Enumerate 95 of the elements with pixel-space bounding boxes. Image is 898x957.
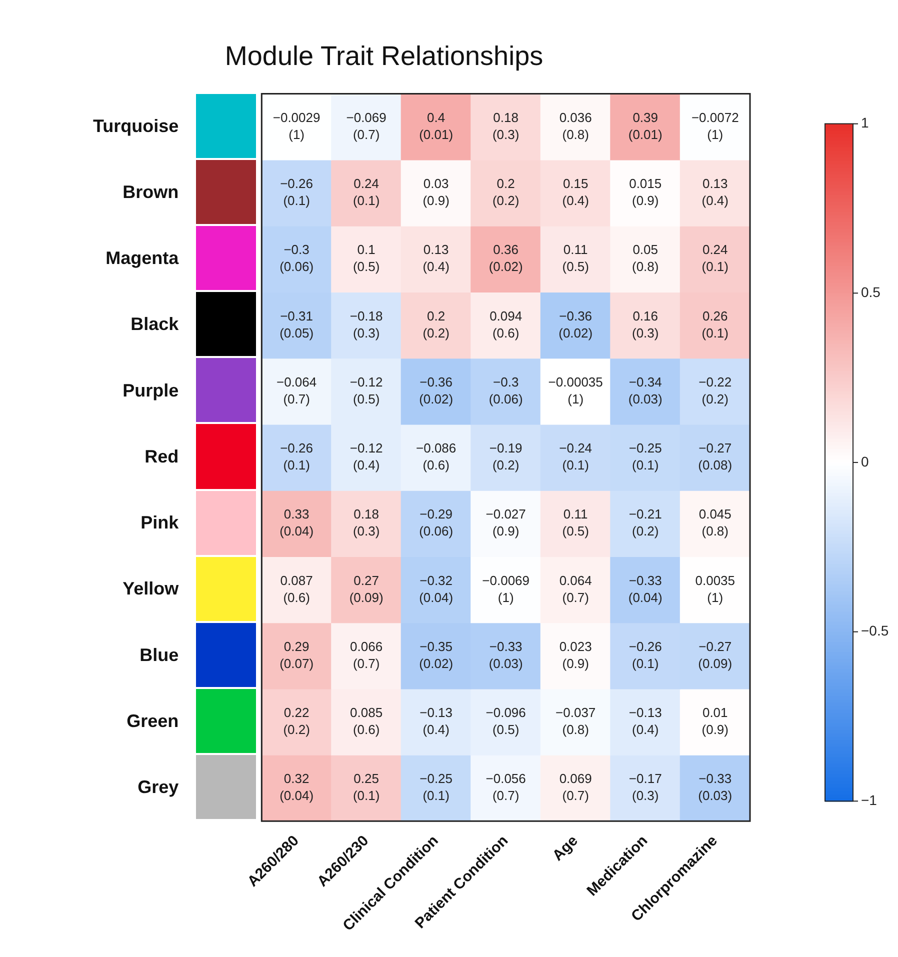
- data-label: 0.03 (0.9): [422, 176, 450, 208]
- data-label: −0.0069 (1): [482, 572, 530, 605]
- data-label: −0.36 (0.02): [558, 308, 593, 340]
- data-label: −0.19 (0.2): [489, 440, 522, 473]
- y-tick-label: Red: [144, 446, 179, 466]
- data-label: −0.25 (0.1): [628, 440, 662, 473]
- data-label: 0.27 (0.09): [349, 572, 384, 605]
- data-label: −0.34 (0.03): [628, 374, 662, 406]
- data-label: −0.096 (0.5): [486, 705, 526, 738]
- data-label: −0.26 (0.1): [280, 176, 313, 208]
- data-label: 0.13 (0.4): [422, 242, 450, 274]
- data-label: −0.13 (0.4): [420, 705, 453, 738]
- x-tick-label: Age: [549, 832, 582, 864]
- data-label: −0.36 (0.02): [419, 374, 454, 406]
- data-label: 0.015 (0.9): [629, 176, 662, 208]
- data-label: −0.0029 (1): [272, 110, 320, 142]
- data-label: −0.26 (0.1): [628, 638, 662, 671]
- data-label: −0.27 (0.08): [698, 440, 732, 473]
- y-tick-label: Purple: [122, 380, 179, 400]
- data-label: 0.023 (0.9): [559, 638, 592, 671]
- data-label: −0.12 (0.4): [350, 440, 383, 473]
- data-label: −0.33 (0.03): [698, 771, 732, 804]
- data-label: 0.18 (0.3): [352, 506, 380, 539]
- data-label: −0.25 (0.1): [420, 771, 453, 804]
- data-label: −0.13 (0.4): [628, 705, 662, 738]
- data-label: 0.094 (0.6): [490, 308, 522, 340]
- data-label: 0.036 (0.8): [559, 110, 592, 142]
- color-bar-label: −1: [861, 792, 878, 808]
- color-bar-label: −0.5: [861, 622, 889, 639]
- data-label: 0.18 (0.3): [492, 110, 520, 142]
- data-label: −0.037 (0.8): [556, 705, 596, 738]
- y-tick-label: Magenta: [106, 248, 180, 268]
- data-label: 0.085 (0.6): [350, 705, 383, 738]
- data-label: −0.24 (0.1): [559, 440, 592, 473]
- data-label: −0.21 (0.2): [628, 506, 662, 539]
- y-tick-label: Grey: [138, 777, 179, 798]
- data-label: −0.33 (0.04): [628, 572, 662, 605]
- y-tick-label: Turquoise: [92, 116, 179, 136]
- data-label: −0.32 (0.04): [419, 572, 454, 605]
- data-label: 0.13 (0.4): [702, 176, 728, 208]
- y-tick-label: Brown: [122, 182, 179, 202]
- data-label: 0.01 (0.9): [702, 705, 728, 738]
- data-label: 0.25 (0.1): [352, 771, 380, 804]
- data-label: 0.087 (0.6): [280, 572, 313, 605]
- data-label: −0.18 (0.3): [350, 308, 383, 340]
- data-label: 0.2 (0.2): [422, 308, 450, 340]
- chart-title: Module Trait Relationships: [224, 41, 544, 72]
- data-label: 0.11 (0.5): [562, 242, 589, 274]
- data-label: −0.3 (0.06): [488, 374, 523, 406]
- data-label: 0.24 (0.1): [702, 242, 728, 274]
- color-bar-label: 0.5: [861, 284, 881, 300]
- data-label: 0.05 (0.8): [632, 242, 659, 274]
- data-label: 0.24 (0.1): [352, 176, 380, 208]
- data-label: −0.17 (0.3): [628, 771, 662, 804]
- data-label: 0.15 (0.4): [562, 176, 589, 208]
- y-tick-label: Blue: [140, 644, 179, 665]
- data-label: 0.29 (0.07): [280, 638, 314, 671]
- color-bar-label: 0: [861, 453, 869, 470]
- data-label: 0.33 (0.04): [280, 506, 314, 539]
- data-label: −0.00035 (1): [548, 374, 603, 406]
- y-tick-label: Black: [130, 314, 180, 334]
- data-label: 0.045 (0.8): [698, 506, 732, 539]
- data-label: 0.26 (0.1): [702, 308, 728, 340]
- data-label: 0.0035 (1): [695, 572, 735, 605]
- data-label: −0.086 (0.6): [416, 440, 456, 473]
- color-bar-label: 1: [861, 114, 869, 131]
- data-label: −0.27 (0.09): [698, 638, 732, 671]
- data-label: 0.39 (0.01): [628, 110, 662, 142]
- data-label: −0.22 (0.2): [698, 374, 732, 406]
- y-tick-label: Green: [126, 710, 179, 731]
- data-label: 0.4 (0.01): [419, 110, 454, 142]
- data-label: −0.027 (0.9): [486, 506, 526, 539]
- data-label: −0.33 (0.03): [488, 638, 523, 671]
- data-label: 0.36 (0.02): [488, 242, 523, 274]
- data-label: 0.16 (0.3): [632, 308, 659, 340]
- data-label: −0.12 (0.5): [350, 374, 383, 406]
- data-label: −0.0072 (1): [691, 110, 739, 142]
- data-label: −0.056 (0.7): [486, 771, 526, 804]
- data-label: 0.066 (0.7): [350, 638, 383, 671]
- data-label: −0.29 (0.06): [419, 506, 454, 539]
- data-label: 0.1 (0.5): [352, 242, 380, 274]
- data-label: −0.26 (0.1): [280, 440, 313, 473]
- data-label: 0.064 (0.7): [559, 572, 592, 605]
- data-label: 0.11 (0.5): [562, 506, 589, 539]
- data-label: −0.31 (0.05): [280, 308, 314, 340]
- data-label: −0.3 (0.06): [280, 242, 314, 274]
- y-tick-label: Pink: [140, 512, 180, 533]
- y-tick-label: Yellow: [122, 578, 180, 599]
- data-label: −0.064 (0.7): [276, 374, 317, 406]
- data-label: −0.069 (0.7): [346, 110, 386, 142]
- data-label: 0.2 (0.2): [492, 176, 520, 208]
- data-label: 0.069 (0.7): [559, 771, 592, 804]
- data-label: 0.22 (0.2): [283, 705, 310, 738]
- data-label: −0.35 (0.02): [419, 638, 454, 671]
- data-label: 0.32 (0.04): [280, 771, 314, 804]
